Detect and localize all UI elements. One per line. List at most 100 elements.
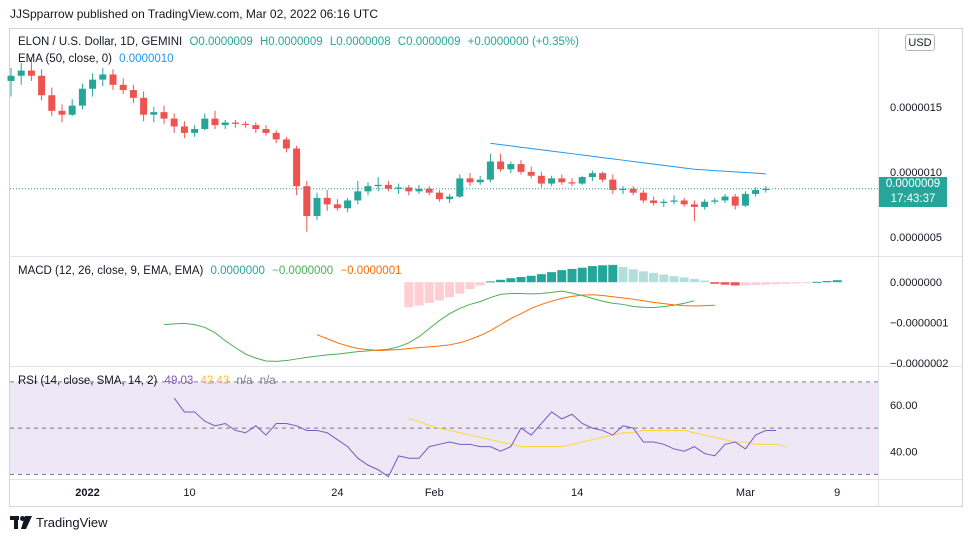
macd-histogram-bar <box>649 272 659 283</box>
candle-body <box>99 74 107 80</box>
candle-body <box>140 97 148 115</box>
candle-body <box>344 200 352 209</box>
candle-body <box>68 105 76 115</box>
candle-body <box>242 123 250 126</box>
high-value: H0.0000009 <box>259 36 323 48</box>
candle-body <box>497 161 505 170</box>
close-value: C0.0000009 <box>397 36 461 48</box>
candle-body <box>527 171 535 176</box>
candle-body <box>170 118 178 127</box>
candle-body <box>119 84 127 91</box>
main-legend: ELON / U.S. Dollar, 1D, GEMINI O0.000000… <box>18 36 583 48</box>
ema-value: 0.0000010 <box>119 53 174 65</box>
candle-body <box>517 164 525 172</box>
rsi-tick-label: 40.00 <box>890 446 918 458</box>
candle-body <box>272 132 280 140</box>
candle-body <box>221 122 229 126</box>
candle-body <box>660 201 668 204</box>
candle-body <box>507 164 515 170</box>
rsi-lower-value: n/a <box>259 375 276 387</box>
candle-body <box>415 188 423 192</box>
tradingview-brand[interactable]: TradingView <box>10 515 108 530</box>
candle-body <box>38 75 46 96</box>
candle-body <box>323 197 331 205</box>
candle-body <box>27 70 35 76</box>
macd-histogram-bar <box>659 274 669 283</box>
candle-body <box>231 122 239 124</box>
macd-histogram-bar <box>547 272 557 283</box>
candle-body <box>333 204 341 209</box>
macd-histogram-bar <box>771 282 781 285</box>
macd-histogram-bar <box>720 282 730 285</box>
chart-frame[interactable] <box>9 28 963 507</box>
macd-histogram-bar <box>434 282 444 301</box>
macd-histogram-bar <box>710 282 720 284</box>
ema-legend: EMA (50, close, 0) 0.0000010 <box>18 53 178 65</box>
macd-histogram-bar <box>781 282 791 284</box>
candle-body <box>48 95 56 111</box>
macd-histogram-bar <box>791 282 801 284</box>
macd-histogram-bar <box>485 281 495 283</box>
candle-body <box>384 184 392 189</box>
candle-body <box>313 197 321 217</box>
candle-body <box>731 196 739 206</box>
candle-body <box>395 187 403 189</box>
ema-line <box>490 142 766 175</box>
candle-body <box>58 110 66 115</box>
candle-body <box>599 173 607 180</box>
time-tick-label: Mar <box>736 487 755 499</box>
candle-body <box>201 118 209 130</box>
candle-body <box>762 188 770 191</box>
candle-body <box>456 178 464 197</box>
rsi-label[interactable]: RSI (14, close, SMA, 14, 2) <box>18 375 158 387</box>
candle-body <box>7 75 15 81</box>
candle-body <box>588 173 596 178</box>
candle-body <box>150 112 158 115</box>
macd-tick-label: −0.0000002 <box>890 358 948 370</box>
candle-body <box>578 177 586 184</box>
symbol-label[interactable]: ELON / U.S. Dollar, 1D, GEMINI <box>18 36 183 48</box>
candle-body <box>466 178 474 183</box>
macd-histogram-bar <box>526 275 536 283</box>
macd-value: 0.0000000 <box>210 265 265 277</box>
macd-histogram-bar <box>761 282 771 285</box>
candle-body <box>262 129 270 133</box>
candle-body <box>303 186 311 217</box>
candle-body <box>211 118 219 126</box>
macd-histogram-bar <box>496 279 506 283</box>
macd-histogram-bar <box>822 281 832 283</box>
last-price-tag: 0.0000009 17:43:37 <box>879 177 947 207</box>
time-tick-label: 2022 <box>75 487 99 499</box>
macd-histogram-bar <box>802 282 812 284</box>
candle-body <box>160 112 168 119</box>
macd-histogram-bar <box>608 264 618 283</box>
candle-body <box>680 200 688 205</box>
ema-label[interactable]: EMA (50, close, 0) <box>18 53 112 65</box>
candle-body <box>435 192 443 200</box>
publish-info: JJSpparrow published on TradingView.com,… <box>10 7 378 21</box>
macd-histogram-bar <box>598 265 608 283</box>
candle-body <box>446 196 454 200</box>
signal-line <box>316 294 715 351</box>
macd-histogram-bar <box>536 274 546 283</box>
candle-body <box>17 70 25 76</box>
time-tick-label: 10 <box>183 487 195 499</box>
macd-histogram-bar <box>567 268 577 283</box>
candle-body <box>89 79 97 89</box>
candle-body <box>425 188 433 193</box>
candle-body <box>537 175 545 184</box>
currency-button[interactable]: USD <box>905 34 935 51</box>
price-tick-label: 0.0000015 <box>890 102 942 114</box>
candle-body <box>650 200 658 204</box>
bar-countdown: 17:43:37 <box>890 193 936 205</box>
rsi-value: 49.03 <box>164 375 194 387</box>
rsi-ma-line <box>408 418 787 448</box>
candle-body <box>609 179 617 191</box>
macd-histogram-bar <box>730 282 740 286</box>
macd-histogram-bar <box>618 266 628 283</box>
macd-label[interactable]: MACD (12, 26, close, 9, EMA, EMA) <box>18 265 204 277</box>
open-value: O0.0000009 <box>189 36 253 48</box>
brand-name: TradingView <box>36 515 108 530</box>
macd-histogram-bar <box>751 282 761 286</box>
